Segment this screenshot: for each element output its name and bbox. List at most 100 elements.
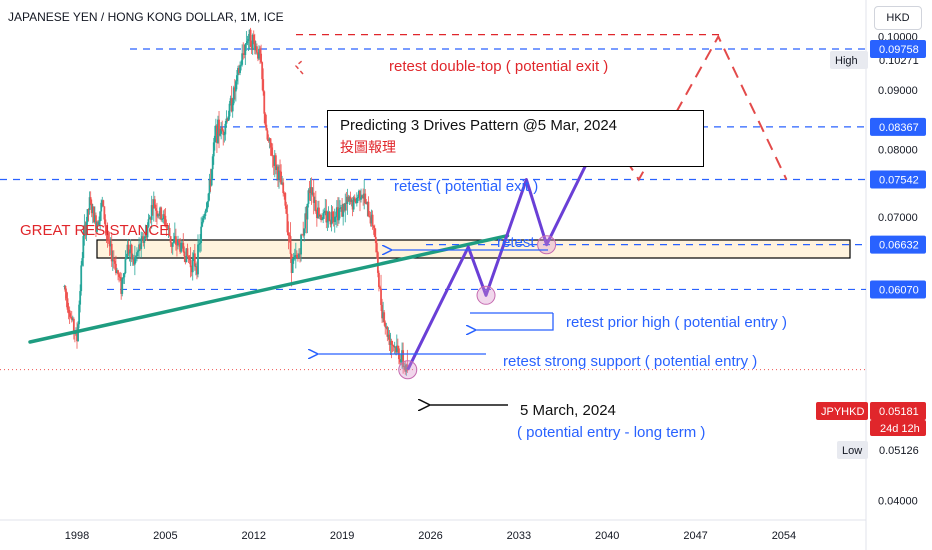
candle-body [95, 215, 97, 232]
candle-body [123, 273, 126, 278]
candle-body [233, 87, 236, 92]
candle-body [112, 259, 115, 261]
candle-body [292, 258, 295, 260]
candle-body [159, 207, 162, 216]
candle-body [191, 258, 194, 273]
candle-body [349, 196, 352, 202]
candle-body [287, 232, 290, 236]
candle-body [269, 138, 272, 148]
candle-body [186, 248, 189, 256]
candle-body [228, 103, 231, 117]
candle-body [372, 225, 375, 228]
candle-body [70, 317, 73, 320]
candle-body [367, 201, 370, 217]
badge-06632-bg [870, 235, 926, 254]
candle-body [343, 203, 346, 211]
x-tick-label: 2026 [418, 530, 442, 542]
candle-body [232, 87, 235, 104]
candle-body [324, 210, 327, 213]
candle-body [221, 127, 224, 131]
candle-body [271, 155, 274, 157]
candle-body [110, 243, 113, 262]
candle-body [115, 263, 117, 274]
candle-body [90, 203, 93, 214]
pivot-circle [537, 235, 557, 255]
candle-body [174, 236, 177, 245]
candle-body [204, 211, 207, 216]
candle-body [293, 255, 296, 259]
candle-body [132, 257, 135, 265]
candle-body [270, 147, 273, 156]
time-axis[interactable]: 1998 2005 2012 2019 2026 2033 2040 2047 2054 [65, 530, 796, 542]
candle-body [272, 156, 275, 166]
candle-body [333, 216, 336, 222]
candle-body [366, 201, 369, 204]
candle-body [278, 170, 280, 180]
candle-body [267, 139, 270, 141]
candle-body [405, 364, 408, 372]
candle-body [107, 239, 110, 241]
candle-body [66, 298, 69, 310]
annotation-labels: retest double-top ( potential exit ) ret… [20, 58, 787, 441]
candle-body [101, 200, 104, 203]
candle-body [183, 251, 186, 257]
candle-body [210, 169, 213, 186]
candle-body [338, 209, 340, 221]
candle-body [141, 236, 144, 239]
candle-body [401, 350, 403, 360]
candle-body [225, 118, 228, 124]
candle-body [63, 285, 66, 287]
label-double-top: retest double-top ( potential exit ) [389, 58, 608, 75]
candle-body [79, 291, 82, 305]
y-tick-label: 0.08000 [878, 145, 918, 157]
candle-body [360, 197, 362, 200]
candle-body [137, 251, 139, 253]
candle-body [263, 91, 266, 114]
three-drives-projection [406, 124, 607, 371]
candle-body [155, 208, 157, 211]
currency-button[interactable]: HKD [874, 6, 922, 30]
candle-body [116, 270, 118, 274]
candle-body [281, 182, 284, 185]
candle-body [313, 200, 316, 203]
candle-body [147, 219, 150, 227]
candle-body [65, 291, 68, 299]
candle-body [84, 224, 87, 236]
candle-body [167, 227, 170, 229]
candle-body [87, 209, 90, 210]
candle-body [161, 219, 164, 220]
candle-body [198, 244, 200, 246]
candle-body [140, 238, 143, 250]
candle-body [182, 242, 185, 252]
candle-body [351, 200, 354, 210]
rising-trendline [28, 233, 510, 344]
x-tick-label: 2033 [507, 530, 531, 542]
candle-body [356, 197, 359, 198]
candle-body [145, 231, 148, 238]
candle-body [255, 46, 258, 53]
candle-body [151, 205, 154, 209]
candle-body [345, 202, 348, 204]
candle-body [317, 207, 319, 218]
candle-body [361, 195, 363, 198]
candle-body [283, 193, 286, 194]
candle-body [306, 203, 309, 220]
candle-body [220, 127, 223, 134]
candle-body [380, 288, 382, 305]
badge-06070: 0.06070 [879, 284, 919, 296]
candle-body [149, 217, 152, 220]
candle-body [121, 278, 124, 294]
candle-body [108, 239, 111, 247]
candle-body [325, 210, 328, 223]
candle-body [237, 67, 239, 76]
double-top-bracket [294, 59, 304, 75]
candle-body [265, 124, 268, 131]
candle-body [275, 166, 278, 170]
y-tick-label: 0.09000 [878, 85, 918, 97]
candle-body [222, 130, 225, 135]
candle-body [64, 285, 67, 292]
candle-body [91, 206, 94, 214]
x-tick-label: 2005 [153, 530, 177, 542]
